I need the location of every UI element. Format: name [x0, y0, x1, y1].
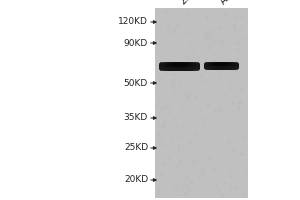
Text: A549: A549 — [218, 0, 243, 6]
Text: 90KD: 90KD — [124, 38, 148, 47]
Text: 120KD: 120KD — [118, 18, 148, 26]
Text: 293: 293 — [178, 0, 198, 6]
Text: 20KD: 20KD — [124, 176, 148, 184]
Bar — [162, 63, 196, 69]
Text: 50KD: 50KD — [124, 78, 148, 88]
Text: 35KD: 35KD — [124, 114, 148, 122]
Bar — [155, 8, 248, 198]
Text: 25KD: 25KD — [124, 144, 148, 152]
Bar — [207, 63, 236, 68]
